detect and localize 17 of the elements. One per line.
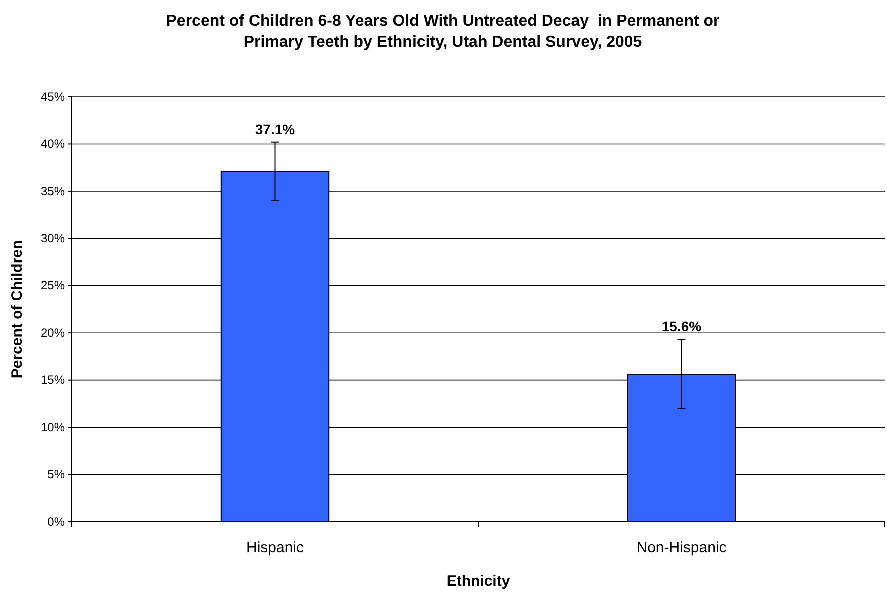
chart-title: Percent of Children 6-8 Years Old With Untreated Decay in Permanent or Primary Teeth by Ethnicity, Utah Dental Survey, 2005 [166, 13, 720, 51]
y-tick-label: 35% [40, 184, 66, 198]
y-axis-title: Percent of Children [9, 240, 26, 379]
y-tick-label: 20% [40, 326, 66, 340]
y-tick-label: 40% [40, 137, 66, 152]
x-tick-label: Hispanic [246, 540, 305, 557]
y-tick-label: 0% [48, 514, 66, 529]
y-tick-label: 5% [48, 468, 66, 482]
x-tick-label: Non-Hispanic [636, 540, 728, 557]
data-label: 15.6% [662, 318, 702, 335]
x-axis-title: Ethnicity [446, 573, 511, 590]
y-tick-label: 10% [40, 420, 66, 434]
y-tick-label: 25% [40, 278, 66, 293]
data-label: 37.1% [255, 121, 296, 138]
y-tick-label: 15% [40, 373, 66, 388]
y-tick-label: 45% [40, 90, 66, 104]
y-tick-label: 30% [40, 232, 66, 246]
